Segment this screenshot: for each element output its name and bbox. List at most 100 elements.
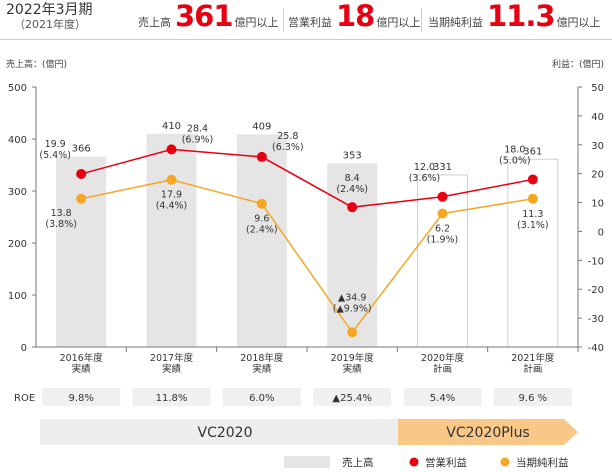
net-income-point xyxy=(166,174,177,185)
right-tick-label: 50 xyxy=(591,83,604,94)
roe-value: ▲25.4% xyxy=(332,393,371,404)
right-tick-label: -10 xyxy=(588,256,604,267)
roe-cell xyxy=(222,388,301,406)
net-income-label: ▲34.9 xyxy=(338,292,366,303)
roe-cell xyxy=(132,388,211,406)
net-income-point xyxy=(76,193,87,204)
right-tick-label: -20 xyxy=(588,285,604,296)
right-tick-label: -30 xyxy=(588,314,604,325)
net-income-point xyxy=(347,327,358,338)
kpi-operating-label: 営業利益 xyxy=(288,16,332,29)
net-income-label: (3.1%) xyxy=(517,220,549,231)
net-income-label: (2.4%) xyxy=(246,225,278,236)
operating-profit-label: 12.0 xyxy=(414,162,435,173)
kpi-operating: 営業利益 18 億円以上 xyxy=(288,0,420,36)
sales-bar-label: 331 xyxy=(433,162,452,173)
right-tick-label: -40 xyxy=(588,343,604,354)
phase-vc2020plus xyxy=(398,419,578,445)
category-label: 実績 xyxy=(343,363,363,375)
sales-bar xyxy=(507,158,559,348)
sales-bar-label: 361 xyxy=(523,146,542,157)
right-axis-title: 利益：(億円) xyxy=(552,58,604,70)
operating-profit-line xyxy=(80,148,533,208)
net-income-label: 11.3 xyxy=(522,209,543,220)
sales-bar-label: 410 xyxy=(162,121,181,132)
operating-profit-label: 25.8 xyxy=(277,131,298,142)
period-main: 2022年3月期 xyxy=(6,2,93,18)
header: 2022年3月期 （2021年度） 売上高 361 億円以上 営業利益 18 億… xyxy=(0,0,612,40)
operating-profit-point xyxy=(166,144,177,155)
sales-bar-label: 353 xyxy=(343,150,362,161)
legend-operating-dot xyxy=(409,457,419,467)
phase-vc2020-label: VC2020 xyxy=(198,425,253,441)
kpi-net-income: 当期純利益 11.3 億円以上 xyxy=(428,0,601,36)
kpi-net-unit: 億円以上 xyxy=(556,16,601,29)
category-label: 2019年度 xyxy=(331,352,375,364)
net-income-point xyxy=(256,198,267,209)
sales-bar xyxy=(146,133,197,347)
roe-value: 9.8% xyxy=(68,393,93,404)
right-tick-label: 20 xyxy=(591,170,604,181)
sales-bar-label: 366 xyxy=(72,144,91,155)
operating-profit-label: (6.3%) xyxy=(272,142,304,153)
category-label: 2016年度 xyxy=(60,352,104,364)
operating-profit-label: (5.0%) xyxy=(499,155,531,166)
operating-profit-label: (5.4%) xyxy=(39,150,71,161)
fiscal-period: 2022年3月期 （2021年度） xyxy=(6,2,93,32)
right-tick-label: 30 xyxy=(591,141,604,152)
category-label: 実績 xyxy=(252,363,272,375)
net-income-label: 13.8 xyxy=(51,208,72,219)
phase-vc2020 xyxy=(40,419,398,445)
legend-sales-label: 売上高 xyxy=(342,456,374,469)
operating-profit-point xyxy=(256,151,267,162)
left-tick-label: 200 xyxy=(8,239,27,250)
category-label: 2018年度 xyxy=(240,352,284,364)
roe-value: 11.8% xyxy=(156,393,188,404)
sales-bar-label: 409 xyxy=(252,121,271,132)
category-label: 2017年度 xyxy=(150,352,194,364)
operating-profit-point xyxy=(527,174,538,185)
operating-profit-point xyxy=(347,202,358,213)
left-tick-label: 300 xyxy=(8,187,27,198)
category-label: 計画 xyxy=(433,363,452,375)
roe-cell xyxy=(493,388,572,406)
operating-profit-point xyxy=(437,191,448,202)
legend-bar-swatch xyxy=(284,456,330,468)
roe-value: 6.0% xyxy=(249,393,274,404)
operating-profit-label: 28.4 xyxy=(187,123,208,134)
operating-profit-label: (3.6%) xyxy=(409,173,441,184)
left-tick-label: 500 xyxy=(8,83,27,94)
operating-profit-label: 19.9 xyxy=(45,139,66,150)
sales-bar xyxy=(327,163,378,347)
kpi-sales: 売上高 361 億円以上 xyxy=(138,0,279,36)
kpi-operating-unit: 億円以上 xyxy=(376,16,421,29)
net-income-point xyxy=(437,208,448,219)
net-income-label: (1.9%) xyxy=(427,235,459,246)
roe-label: ROE xyxy=(14,393,35,404)
net-income-label: 9.6 xyxy=(254,214,269,225)
phase-vc2020plus-label: VC2020Plus xyxy=(446,425,529,441)
category-label: 2020年度 xyxy=(421,352,465,364)
roe-cell xyxy=(313,388,392,406)
left-tick-label: 0 xyxy=(21,343,27,354)
sales-bar xyxy=(236,134,287,347)
left-axis-title: 売上高：(億円) xyxy=(6,58,67,70)
net-income-label: (3.8%) xyxy=(45,219,77,230)
kpi-sales-value: 361 xyxy=(175,0,234,33)
category-label: 実績 xyxy=(72,363,92,375)
kpi-sales-label: 売上高 xyxy=(138,16,171,29)
kpi-separator xyxy=(283,8,284,32)
kpi-operating-value: 18 xyxy=(336,0,375,33)
kpi-sales-unit: 億円以上 xyxy=(234,16,279,29)
sales-bar xyxy=(56,156,107,347)
net-income-label: (▲9.9%) xyxy=(333,303,372,314)
legend-net-label: 当期純利益 xyxy=(516,456,569,469)
left-tick-label: 400 xyxy=(8,135,27,146)
kpi-separator xyxy=(421,8,422,32)
operating-profit-label: 8.4 xyxy=(345,173,360,184)
period-sub: （2021年度） xyxy=(14,18,86,31)
roe-cell xyxy=(42,388,121,406)
category-label: 2021年度 xyxy=(511,352,555,364)
roe-value: 9.6 % xyxy=(519,393,548,404)
